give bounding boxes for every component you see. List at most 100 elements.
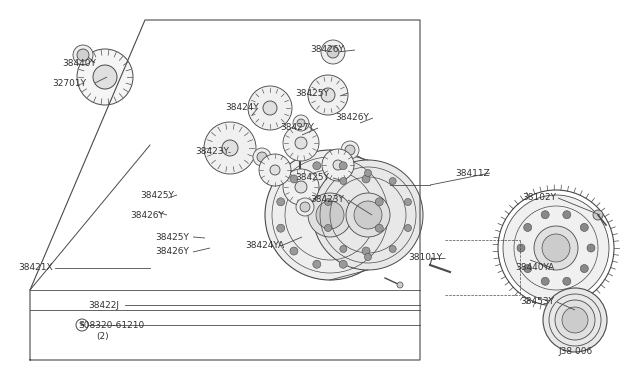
Circle shape xyxy=(354,201,382,229)
Circle shape xyxy=(333,160,343,170)
Text: S: S xyxy=(80,323,84,327)
Text: S08320-61210: S08320-61210 xyxy=(78,321,144,330)
Circle shape xyxy=(563,277,571,285)
Circle shape xyxy=(270,165,280,175)
Text: 38422J: 38422J xyxy=(88,301,119,310)
Text: 38423Y: 38423Y xyxy=(310,196,344,205)
Circle shape xyxy=(300,202,310,212)
Circle shape xyxy=(580,264,588,273)
Circle shape xyxy=(259,154,291,186)
Text: 38425Y: 38425Y xyxy=(295,173,329,183)
Circle shape xyxy=(276,224,285,232)
Text: 38440YA: 38440YA xyxy=(515,263,554,273)
Text: (2): (2) xyxy=(96,333,109,341)
Circle shape xyxy=(563,211,571,219)
Circle shape xyxy=(404,224,412,231)
Circle shape xyxy=(534,226,578,270)
Circle shape xyxy=(339,162,347,170)
Text: 38424Y: 38424Y xyxy=(225,103,259,112)
Circle shape xyxy=(587,244,595,252)
Circle shape xyxy=(324,224,332,231)
Text: 38427Y: 38427Y xyxy=(280,124,314,132)
Circle shape xyxy=(276,198,285,206)
Circle shape xyxy=(322,149,354,181)
Text: 38411Z: 38411Z xyxy=(455,169,490,177)
Circle shape xyxy=(341,141,359,159)
Circle shape xyxy=(542,234,570,262)
Circle shape xyxy=(290,247,298,255)
Circle shape xyxy=(293,115,309,131)
Circle shape xyxy=(73,45,93,65)
Circle shape xyxy=(593,210,603,220)
Text: 38440Y: 38440Y xyxy=(62,58,96,67)
Circle shape xyxy=(555,300,595,340)
Circle shape xyxy=(362,175,370,183)
Circle shape xyxy=(321,88,335,102)
Text: 38425Y: 38425Y xyxy=(295,89,329,97)
Circle shape xyxy=(313,162,321,170)
Circle shape xyxy=(541,211,549,219)
Circle shape xyxy=(340,177,347,185)
Text: 38423Y: 38423Y xyxy=(195,148,229,157)
Circle shape xyxy=(524,224,532,231)
Text: 38101Y: 38101Y xyxy=(408,253,442,263)
Text: 38425Y: 38425Y xyxy=(155,232,189,241)
Circle shape xyxy=(253,148,271,166)
Circle shape xyxy=(562,307,588,333)
Circle shape xyxy=(543,288,607,352)
Circle shape xyxy=(263,101,277,115)
Circle shape xyxy=(517,244,525,252)
Circle shape xyxy=(345,145,355,155)
Circle shape xyxy=(362,247,370,255)
Circle shape xyxy=(77,49,89,61)
Circle shape xyxy=(321,40,345,64)
Text: 38424YA: 38424YA xyxy=(245,241,284,250)
Circle shape xyxy=(375,224,383,232)
Circle shape xyxy=(346,193,390,237)
Circle shape xyxy=(524,264,532,273)
Circle shape xyxy=(365,253,371,260)
Circle shape xyxy=(295,195,305,205)
Circle shape xyxy=(340,246,347,253)
Circle shape xyxy=(308,75,348,115)
Text: 38426Y: 38426Y xyxy=(155,247,189,257)
Circle shape xyxy=(93,65,117,89)
Circle shape xyxy=(397,282,403,288)
Text: 38425Y: 38425Y xyxy=(140,190,174,199)
Circle shape xyxy=(296,198,314,216)
Circle shape xyxy=(541,277,549,285)
Circle shape xyxy=(265,150,395,280)
Circle shape xyxy=(365,170,371,176)
Circle shape xyxy=(503,195,609,301)
Circle shape xyxy=(283,169,319,205)
Text: J38 006: J38 006 xyxy=(558,347,592,356)
Circle shape xyxy=(295,125,305,135)
Circle shape xyxy=(297,119,305,127)
Circle shape xyxy=(77,49,133,105)
Circle shape xyxy=(283,125,319,161)
Circle shape xyxy=(375,198,383,206)
Circle shape xyxy=(327,46,339,58)
Circle shape xyxy=(404,199,412,205)
Circle shape xyxy=(308,193,352,237)
Circle shape xyxy=(316,201,344,229)
Circle shape xyxy=(295,181,307,193)
Text: 38426Y: 38426Y xyxy=(310,45,344,55)
Circle shape xyxy=(248,86,292,130)
Circle shape xyxy=(222,140,238,156)
Circle shape xyxy=(313,260,321,268)
Circle shape xyxy=(580,224,588,231)
Circle shape xyxy=(389,246,396,253)
Text: 38426Y: 38426Y xyxy=(335,113,369,122)
Text: 38421X: 38421X xyxy=(18,263,52,273)
Circle shape xyxy=(204,122,256,174)
Text: 38426Y: 38426Y xyxy=(130,211,164,219)
Circle shape xyxy=(313,160,423,270)
Text: 38102Y: 38102Y xyxy=(522,193,556,202)
Circle shape xyxy=(324,199,332,205)
Circle shape xyxy=(389,177,396,185)
Circle shape xyxy=(290,175,298,183)
Circle shape xyxy=(257,152,267,162)
Circle shape xyxy=(295,137,307,149)
Text: 38453Y: 38453Y xyxy=(520,298,554,307)
